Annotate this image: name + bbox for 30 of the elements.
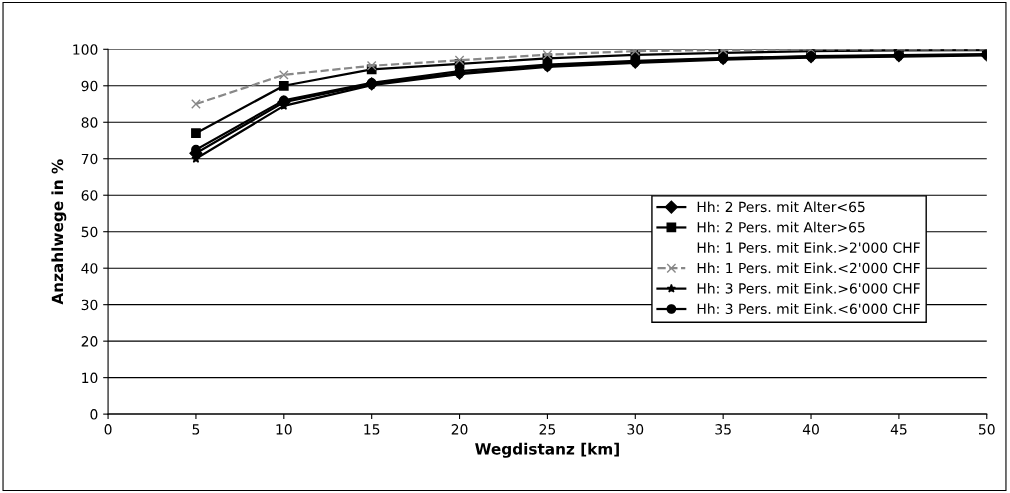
- y-tick-label: 20: [81, 336, 98, 347]
- x-tick-label: 40: [802, 424, 819, 435]
- y-tick-label: 40: [81, 263, 98, 274]
- y-tick-label: 0: [90, 409, 98, 420]
- y-axis-title: Anzahlwege in %: [51, 159, 67, 305]
- x-tick-label: 35: [715, 424, 731, 435]
- y-tick-label: 10: [82, 372, 98, 384]
- y-tick-label: 60: [81, 190, 98, 201]
- y-tick-label: 50: [81, 226, 98, 238]
- legend-label: Hh: 2 Pers. mit Alter<65: [697, 201, 865, 213]
- legend-label: Hh: 1 Pers. mit Eink.<2'000 CHF: [697, 262, 920, 274]
- x-tick-label: 10: [276, 424, 292, 435]
- x-tick-label: 5: [192, 424, 200, 435]
- x-axis-title: Wegdistanz [km]: [475, 442, 619, 458]
- x-tick-label: 25: [539, 424, 556, 435]
- legend-label: Hh: 3 Pers. mit Eink.<6'000 CHF: [697, 303, 920, 315]
- y-tick-label: 100: [73, 44, 98, 55]
- legend-label: Hh: 3 Pers. mit Eink.>6'000 CHF: [697, 282, 920, 294]
- x-tick-label: 0: [104, 424, 112, 435]
- x-tick-label: 15: [364, 424, 380, 435]
- y-tick-label: 90: [81, 80, 98, 92]
- y-tick-label: 70: [81, 153, 98, 165]
- x-tick-label: 50: [979, 424, 995, 435]
- x-tick-label: 20: [451, 424, 468, 435]
- y-tick-label: 80: [81, 117, 98, 128]
- y-tick-label: 30: [81, 299, 98, 311]
- text: Hh: 1 Pers. mit Eink.>2'000 CHF: [697, 242, 920, 253]
- legend-label: Hh: 2 Pers. mit Alter>65: [697, 221, 865, 233]
- x-tick-label: 45: [890, 424, 907, 435]
- x-tick-label: 30: [627, 424, 644, 435]
